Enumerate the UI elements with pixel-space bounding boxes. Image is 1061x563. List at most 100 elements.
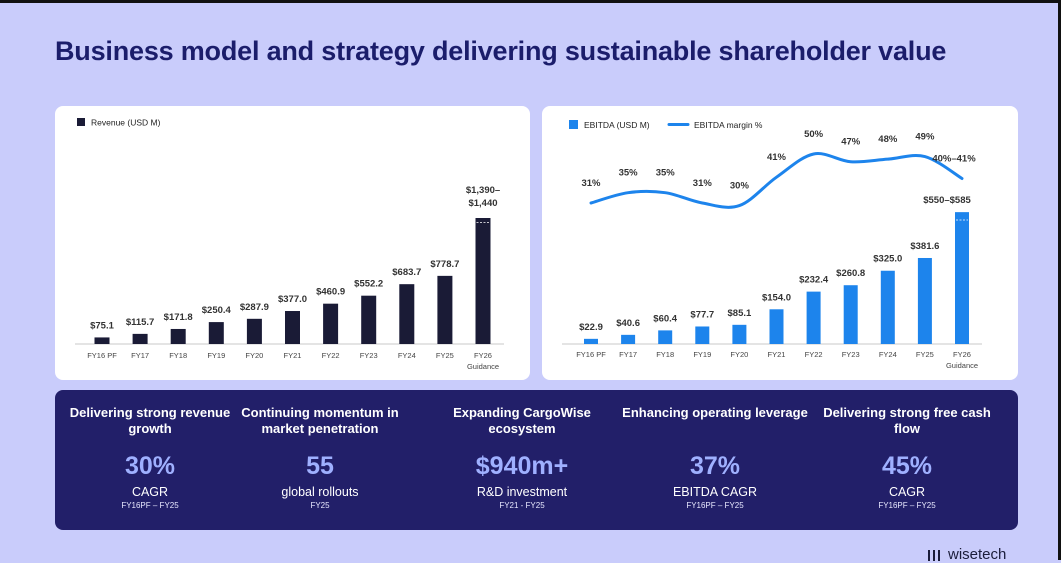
logo-mark-icon <box>928 550 940 561</box>
right-border <box>1058 0 1061 560</box>
bar-value-label: $683.7 <box>392 267 421 278</box>
logo-text: wisetech <box>948 546 1007 563</box>
ebitda-bar <box>769 309 784 344</box>
margin-value-label: 50% <box>804 129 824 140</box>
margin-value-label: 49% <box>915 132 935 143</box>
bar-value-label: $75.1 <box>90 320 114 331</box>
x-tick-label: FY19 <box>693 350 711 359</box>
revenue-bar <box>361 295 377 344</box>
bar-value-label: $1,390– <box>466 185 500 196</box>
bar-value-label: $85.1 <box>728 308 752 319</box>
revenue-bar <box>323 303 339 344</box>
x-tick-label: FY20 <box>730 350 748 359</box>
ebitda-bar <box>843 285 858 344</box>
revenue-bar <box>437 275 453 344</box>
revenue-bar <box>285 311 300 344</box>
ebitda-bar <box>806 291 821 344</box>
x-tick-label: FY23 <box>360 351 378 360</box>
revenue-bar <box>246 318 262 344</box>
x-tick-label: FY22 <box>322 351 340 360</box>
ebitda-bar <box>732 324 747 344</box>
bar-value-label: $22.9 <box>579 322 603 333</box>
bar-value-label: $1,440 <box>468 198 497 209</box>
kpi-label: global rollouts <box>281 485 359 499</box>
bar-value-label: $232.4 <box>799 275 829 286</box>
bar-value-label: $154.0 <box>762 292 791 303</box>
bar-value-label: $40.6 <box>616 318 640 329</box>
x-tick-label: FY18 <box>656 350 674 359</box>
kpi-label: CAGR <box>888 485 926 499</box>
kpi-period: FY16PF – FY25 <box>121 501 179 510</box>
page-title: Business model and strategy delivering s… <box>55 36 947 66</box>
x-tick-label: FY16 PF <box>576 350 606 359</box>
kpi-value: 45% <box>881 452 933 480</box>
bar-value-label: $377.0 <box>278 294 307 305</box>
kpi-heading: Delivering strong free cash flow <box>823 405 991 436</box>
x-tick-label: FY17 <box>619 350 637 359</box>
bar-value-label: $171.8 <box>164 312 193 323</box>
x-tick-label: FY24 <box>879 350 897 359</box>
x-tick-label: FY20 <box>245 351 263 360</box>
x-tick-label: FY21 <box>284 351 302 360</box>
revenue-bar <box>475 218 491 344</box>
bar-value-label: $381.6 <box>910 241 939 252</box>
margin-value-label: 41% <box>767 152 787 163</box>
margin-value-label: 47% <box>841 137 861 148</box>
revenue-bar <box>94 337 110 344</box>
bar-value-label: $550–$585 <box>923 195 971 206</box>
x-tick-label: FY18 <box>169 351 187 360</box>
x-tick-label: FY16 PF <box>87 351 117 360</box>
legend-label-bar: EBITDA (USD M) <box>584 120 650 130</box>
kpi-label: CAGR <box>131 485 169 499</box>
ebitda-bar <box>880 270 895 344</box>
revenue-bar <box>208 322 224 344</box>
x-tick-sublabel: Guidance <box>467 362 499 371</box>
x-tick-label: FY22 <box>805 350 823 359</box>
kpi-heading: Continuing momentum in market penetratio… <box>241 405 399 436</box>
ebitda-bar <box>917 257 932 344</box>
revenue-bar <box>399 284 415 344</box>
kpi-value: 55 <box>306 452 334 480</box>
x-tick-label: FY24 <box>398 351 416 360</box>
revenue-bar <box>170 328 186 344</box>
bar-value-label: $250.4 <box>202 305 232 316</box>
ebitda-bar <box>621 334 636 344</box>
ebitda-chart: EBITDA (USD M) EBITDA margin % $22.9 31% FY1… <box>562 120 982 370</box>
legend-label: Revenue (USD M) <box>91 118 161 128</box>
ebitda-margin-line <box>589 152 964 209</box>
bar-value-label: $287.9 <box>240 302 269 313</box>
kpi-heading: Delivering strong revenue growth <box>69 405 231 436</box>
kpi-label: R&D investment <box>476 485 568 499</box>
kpi-value: $940m+ <box>475 452 569 480</box>
company-logo: wisetech <box>928 546 1007 563</box>
bar-value-label: $778.7 <box>430 259 459 270</box>
x-tick-label: FY25 <box>916 350 934 359</box>
x-tick-label: FY21 <box>768 350 786 359</box>
x-tick-sublabel: Guidance <box>946 361 978 370</box>
x-tick-label: FY17 <box>131 351 149 360</box>
kpi-value: 37% <box>689 452 741 480</box>
kpi-period: FY16PF – FY25 <box>686 501 744 510</box>
legend-label-line: EBITDA margin % <box>694 120 763 130</box>
revenue-chart-panel: Revenue (USD M) $75.1 FY16 PF $115.7 FY17 $17… <box>55 106 530 380</box>
ebitda-chart-panel: EBITDA (USD M) EBITDA margin % $22.9 31% FY1… <box>542 106 1018 380</box>
legend-swatch <box>77 118 85 126</box>
margin-value-label: 48% <box>878 134 898 145</box>
bar-value-label: $60.4 <box>653 313 677 324</box>
revenue-chart: Revenue (USD M) $75.1 FY16 PF $115.7 FY17 $17… <box>75 118 504 371</box>
kpi-heading: Expanding CargoWise ecosystem <box>453 405 591 436</box>
margin-value-label: 35% <box>656 168 676 179</box>
bar-value-label: $552.2 <box>354 279 383 290</box>
revenue-bar <box>132 333 148 344</box>
ebitda-bar <box>584 338 598 344</box>
ebitda-bar <box>955 212 969 344</box>
bar-value-label: $260.8 <box>836 268 865 279</box>
legend-swatch-bar <box>569 120 578 129</box>
kpi-label: EBITDA CAGR <box>672 485 758 499</box>
kpi-value: 30% <box>124 452 176 480</box>
kpi-period: FY25 <box>310 501 330 510</box>
top-border <box>0 0 1061 3</box>
margin-value-label: 31% <box>581 178 601 189</box>
kpi-period: FY16PF – FY25 <box>878 501 936 510</box>
bar-value-label: $325.0 <box>873 254 902 265</box>
